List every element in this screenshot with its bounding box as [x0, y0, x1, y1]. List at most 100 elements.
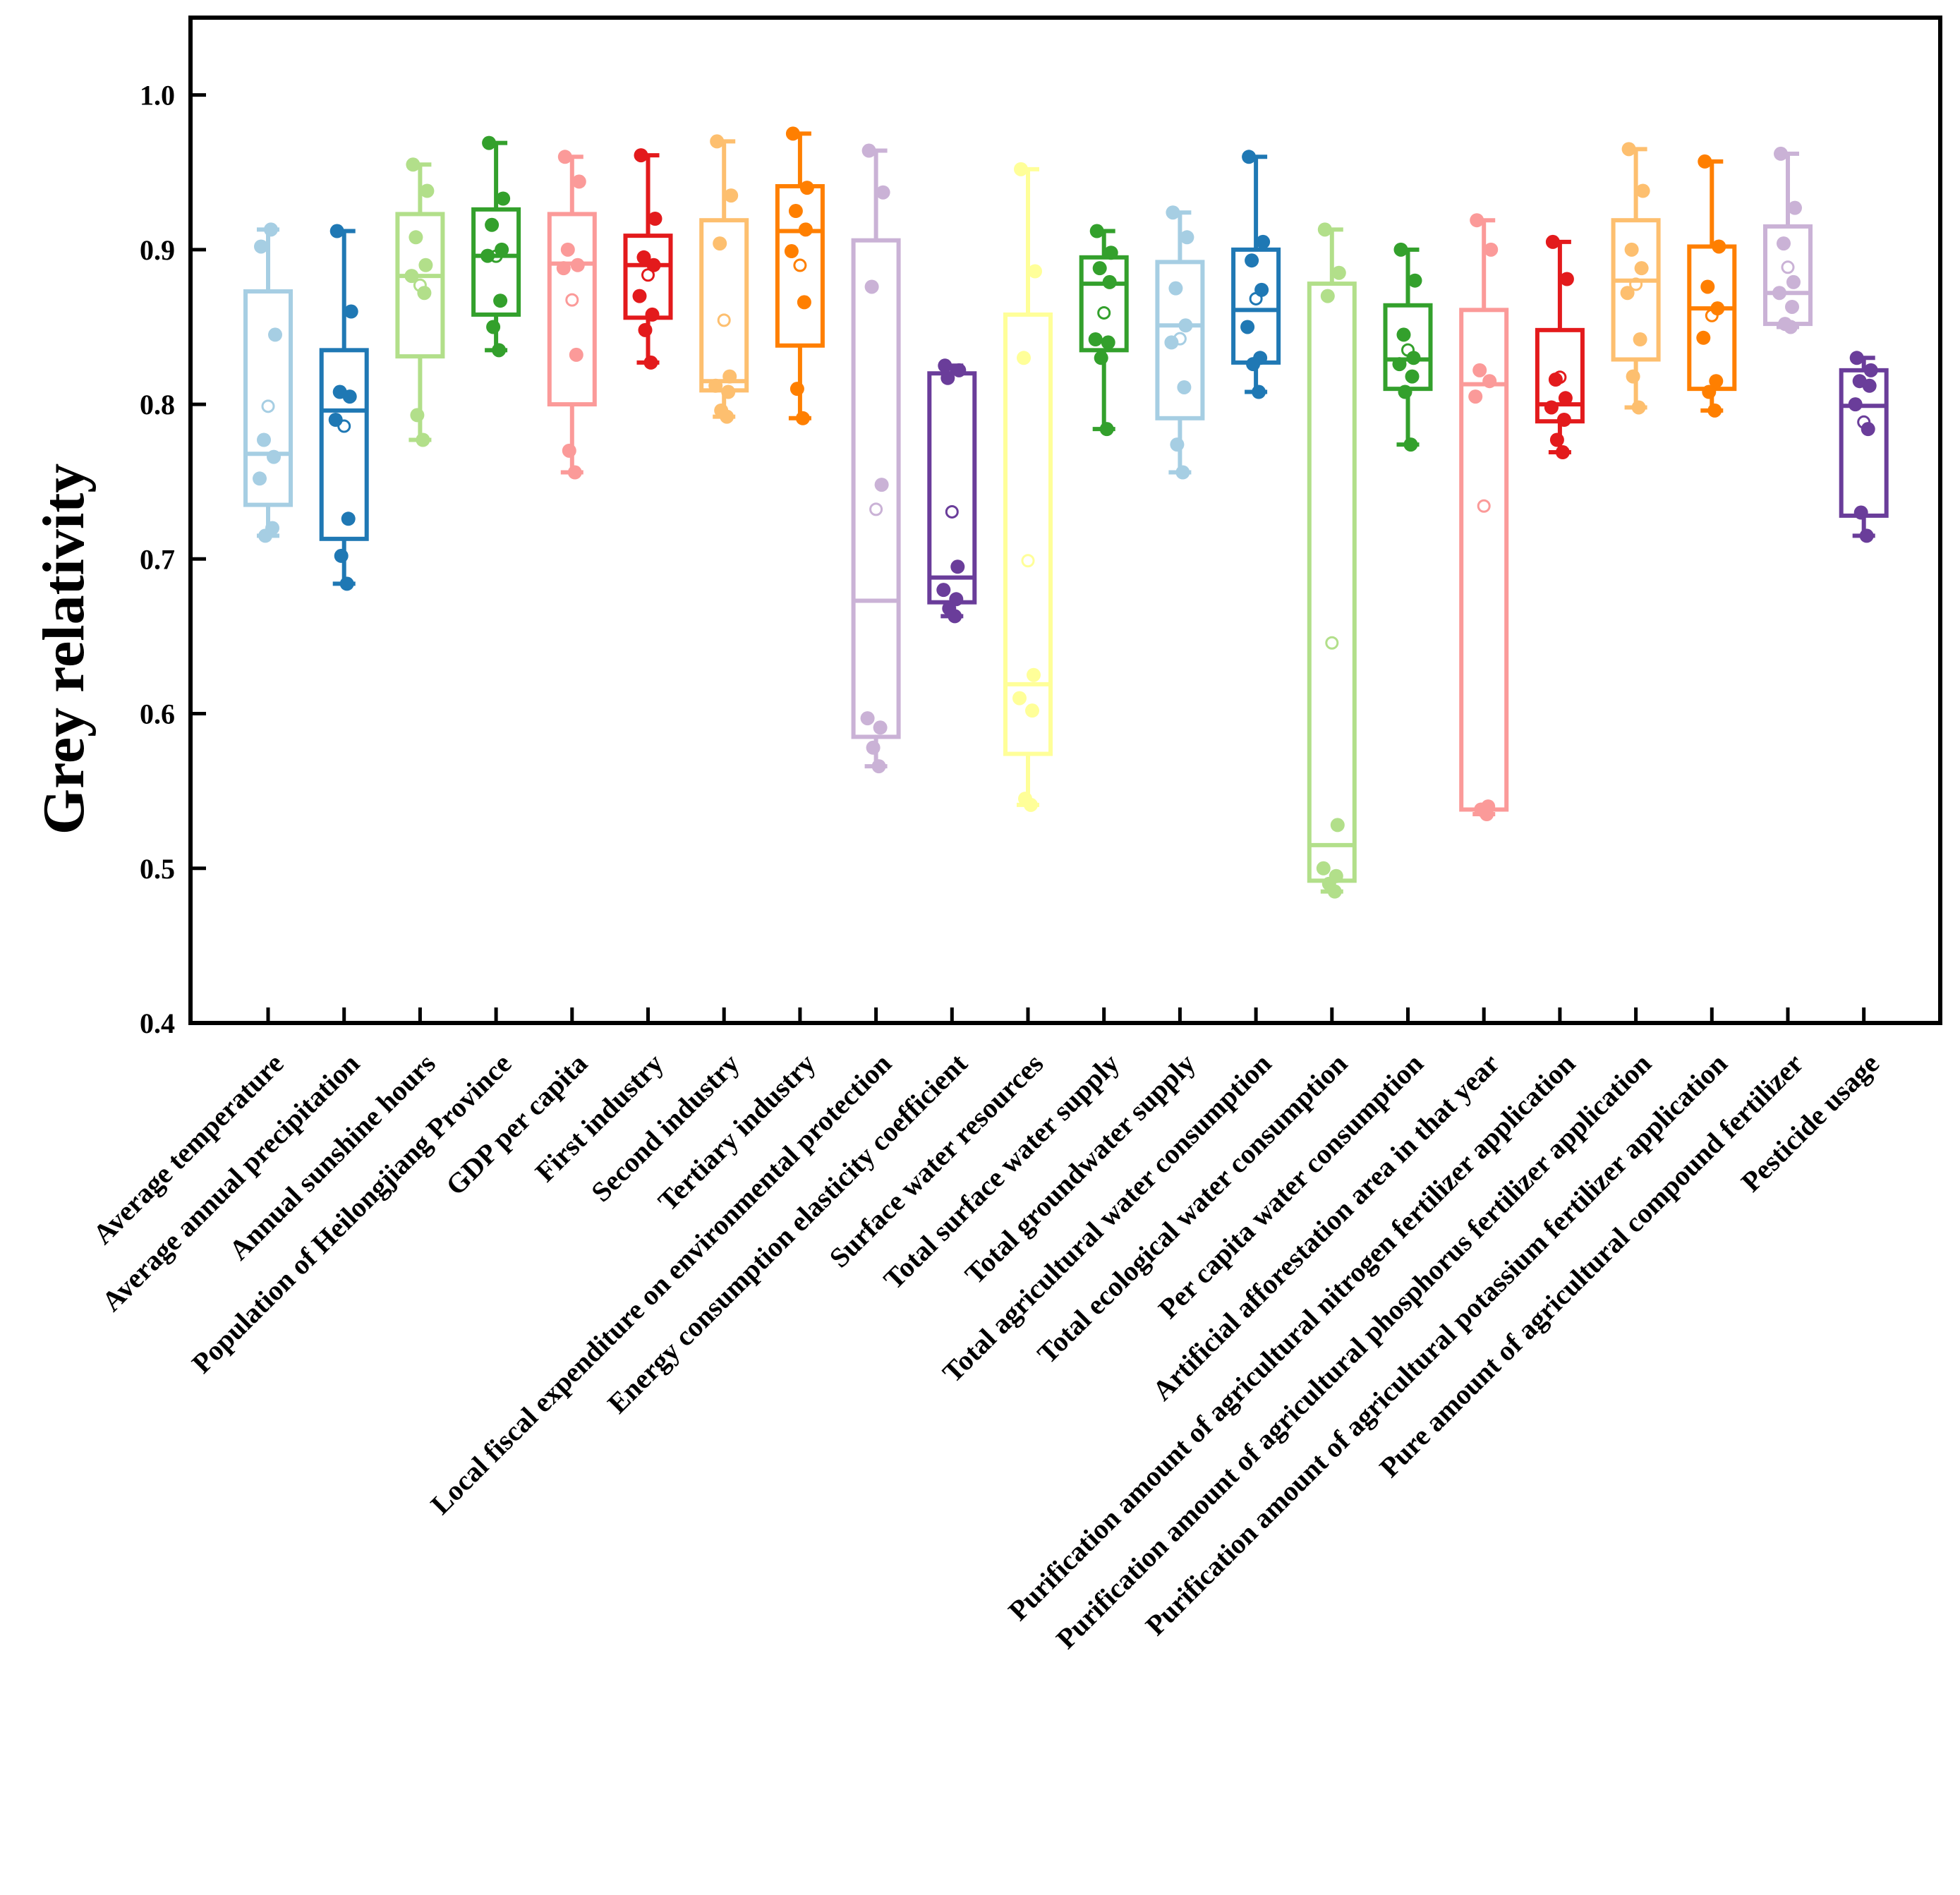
data-point	[1256, 234, 1271, 249]
data-point	[1785, 299, 1799, 314]
data-point	[1092, 261, 1107, 276]
y-tick-label: 0.9	[140, 234, 175, 266]
data-point	[638, 322, 653, 337]
data-point	[1094, 351, 1108, 365]
y-axis-label: Grey relativity	[31, 464, 97, 835]
data-point	[562, 443, 576, 458]
data-point	[1849, 351, 1864, 365]
data-point	[871, 759, 886, 774]
data-point	[1088, 332, 1103, 346]
data-point	[1710, 301, 1725, 316]
mean-marker	[261, 399, 275, 413]
box-iqr	[1459, 308, 1509, 812]
data-point	[1320, 289, 1335, 303]
data-point	[1254, 282, 1269, 297]
data-point	[1712, 239, 1726, 254]
data-point	[724, 188, 739, 203]
data-point	[341, 511, 356, 526]
data-point	[1014, 162, 1028, 176]
data-point	[1027, 667, 1041, 682]
data-point	[404, 269, 419, 284]
data-point	[790, 382, 804, 396]
data-point	[1177, 380, 1192, 394]
data-point	[1698, 154, 1712, 169]
data-point	[1245, 253, 1259, 268]
data-point	[1393, 242, 1408, 257]
y-tick-label: 0.8	[140, 389, 175, 420]
x-tick-label: Artificial afforestation area in that ye…	[1146, 1048, 1505, 1407]
data-point	[1175, 465, 1190, 480]
data-point	[1242, 150, 1257, 164]
data-point	[1012, 691, 1027, 706]
box-iqr	[1231, 247, 1281, 365]
data-point	[1788, 200, 1802, 215]
data-point	[257, 432, 271, 447]
data-point	[495, 242, 509, 257]
data-point	[1025, 703, 1039, 718]
data-point	[1549, 432, 1564, 447]
data-point	[486, 320, 501, 334]
data-point	[876, 185, 890, 200]
data-point	[268, 327, 282, 342]
data-point	[1168, 281, 1183, 296]
data-point	[1028, 264, 1042, 279]
data-point	[1709, 374, 1724, 389]
data-point	[860, 711, 875, 726]
data-point	[416, 432, 430, 447]
mean-marker	[793, 258, 807, 272]
data-point	[1470, 213, 1484, 228]
y-tick-label: 0.5	[140, 853, 175, 885]
data-point	[710, 134, 725, 149]
mean-marker	[1097, 305, 1111, 320]
data-point	[556, 261, 571, 276]
data-point	[493, 293, 508, 308]
data-point	[1620, 286, 1635, 301]
mean-marker	[869, 502, 883, 516]
data-point	[722, 369, 737, 384]
data-point	[799, 181, 814, 195]
data-point	[1633, 332, 1647, 346]
data-point	[1863, 363, 1878, 377]
box-iqr	[243, 289, 293, 507]
data-point	[339, 576, 354, 591]
data-point	[788, 204, 803, 219]
data-point	[1784, 320, 1798, 334]
data-point	[1621, 142, 1636, 157]
y-tick-label: 1.0	[140, 80, 175, 111]
data-point	[480, 248, 495, 263]
data-point	[636, 250, 651, 265]
data-point	[557, 150, 572, 164]
data-point	[334, 548, 349, 563]
mean-marker	[1629, 277, 1643, 291]
data-point	[1544, 400, 1559, 415]
data-point	[1774, 146, 1788, 161]
data-point	[1558, 391, 1573, 406]
data-point	[496, 191, 511, 206]
data-point	[409, 230, 423, 245]
data-point	[1545, 234, 1560, 249]
data-point	[1859, 528, 1874, 543]
box-iqr	[1307, 281, 1357, 883]
data-point	[410, 408, 425, 423]
data-point	[567, 465, 582, 480]
data-point	[864, 279, 879, 294]
plot-frame	[188, 16, 1942, 1025]
y-tick-label: 0.7	[140, 543, 175, 575]
data-point	[950, 559, 965, 574]
data-point	[1408, 273, 1422, 288]
data-point	[1327, 884, 1342, 899]
mean-marker	[717, 313, 731, 327]
box-iqr	[547, 212, 597, 407]
data-point	[873, 720, 888, 735]
box-iqr	[1079, 255, 1129, 353]
data-point	[1472, 363, 1487, 377]
data-point	[1103, 246, 1118, 260]
y-tick-label: 0.6	[140, 698, 175, 730]
data-point	[1398, 385, 1412, 399]
data-point	[1772, 286, 1786, 301]
data-point	[1707, 403, 1722, 418]
data-point	[1635, 183, 1650, 198]
box-iqr	[623, 234, 673, 320]
data-point	[328, 413, 343, 427]
